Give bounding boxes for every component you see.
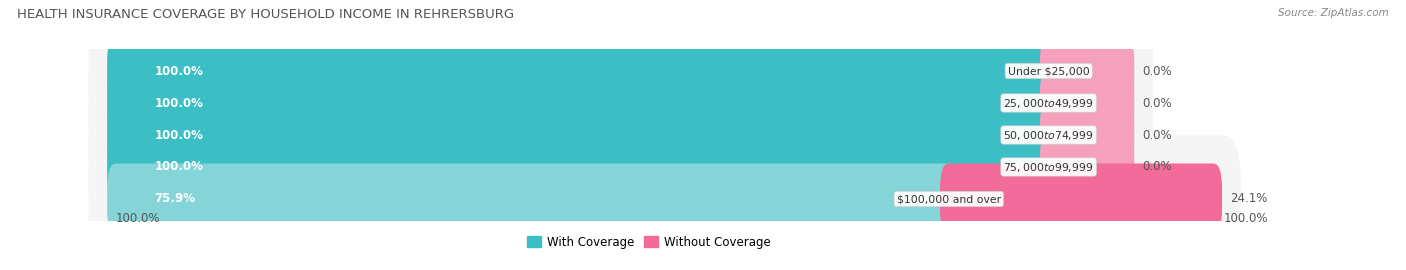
- FancyBboxPatch shape: [89, 135, 1240, 263]
- FancyBboxPatch shape: [1040, 68, 1135, 139]
- Text: $75,000 to $99,999: $75,000 to $99,999: [1004, 160, 1094, 174]
- Text: 0.0%: 0.0%: [1142, 65, 1171, 77]
- Text: 100.0%: 100.0%: [115, 212, 160, 225]
- Legend: With Coverage, Without Coverage: With Coverage, Without Coverage: [523, 231, 776, 254]
- Text: 100.0%: 100.0%: [155, 160, 204, 174]
- Text: Source: ZipAtlas.com: Source: ZipAtlas.com: [1278, 8, 1389, 18]
- FancyBboxPatch shape: [89, 7, 1153, 135]
- Text: 100.0%: 100.0%: [155, 129, 204, 141]
- FancyBboxPatch shape: [941, 163, 1222, 235]
- FancyBboxPatch shape: [107, 163, 957, 235]
- Text: $50,000 to $74,999: $50,000 to $74,999: [1004, 129, 1094, 141]
- Text: HEALTH INSURANCE COVERAGE BY HOUSEHOLD INCOME IN REHRERSBURG: HEALTH INSURANCE COVERAGE BY HOUSEHOLD I…: [17, 8, 515, 21]
- Text: 100.0%: 100.0%: [155, 65, 204, 77]
- Text: 100.0%: 100.0%: [155, 96, 204, 110]
- Text: Under $25,000: Under $25,000: [1008, 66, 1090, 76]
- FancyBboxPatch shape: [107, 131, 1057, 202]
- FancyBboxPatch shape: [89, 103, 1153, 231]
- FancyBboxPatch shape: [1040, 99, 1135, 171]
- Text: 0.0%: 0.0%: [1142, 160, 1171, 174]
- FancyBboxPatch shape: [1040, 131, 1135, 202]
- FancyBboxPatch shape: [107, 35, 1057, 107]
- Text: 75.9%: 75.9%: [155, 193, 195, 205]
- FancyBboxPatch shape: [89, 71, 1153, 199]
- Text: 24.1%: 24.1%: [1230, 193, 1267, 205]
- FancyBboxPatch shape: [107, 99, 1057, 171]
- Text: 100.0%: 100.0%: [1223, 212, 1268, 225]
- FancyBboxPatch shape: [1040, 35, 1135, 107]
- FancyBboxPatch shape: [107, 68, 1057, 139]
- Text: $25,000 to $49,999: $25,000 to $49,999: [1004, 96, 1094, 110]
- FancyBboxPatch shape: [89, 39, 1153, 167]
- Text: 0.0%: 0.0%: [1142, 96, 1171, 110]
- Text: 0.0%: 0.0%: [1142, 129, 1171, 141]
- Text: $100,000 and over: $100,000 and over: [897, 194, 1001, 204]
